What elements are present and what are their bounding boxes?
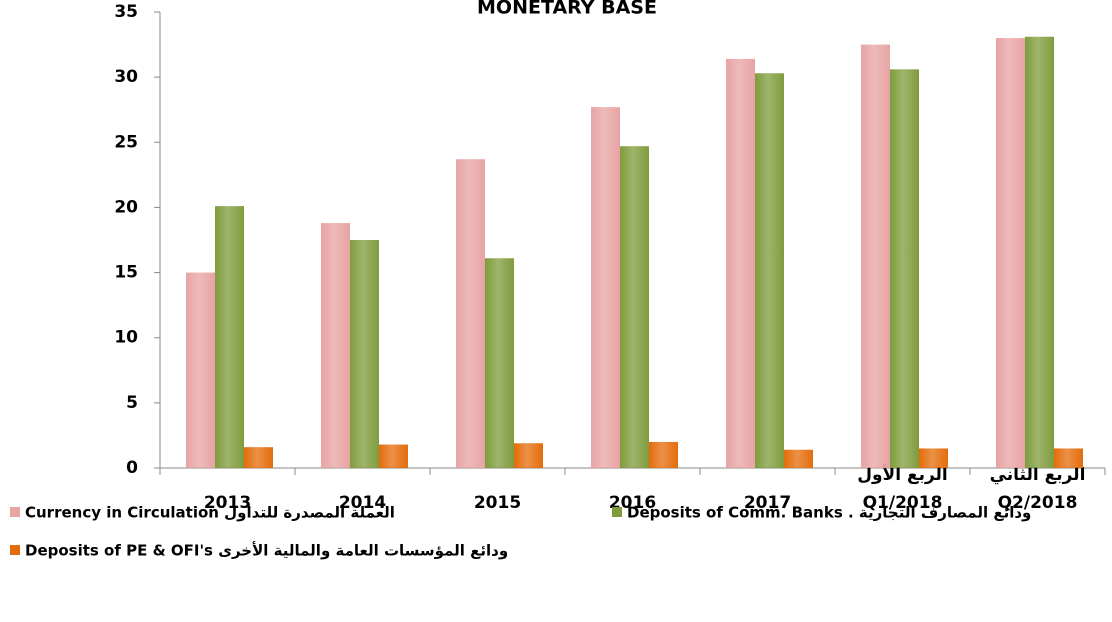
bar: [649, 441, 678, 468]
bar: [350, 240, 379, 468]
bar: [244, 447, 273, 468]
y-tick-label: 25: [114, 132, 138, 152]
x-tick-label: Q2/2018: [998, 493, 1078, 513]
x-tick-label: الربع الثاني: [990, 465, 1086, 485]
x-tick-label: الربع الأول: [857, 464, 948, 485]
legend-label: Deposits of Comm. Banks . ودائع المصارف …: [627, 504, 1031, 522]
bar: [456, 159, 485, 469]
bar: [755, 73, 784, 468]
y-tick-label: 30: [114, 67, 138, 87]
bar: [1025, 36, 1054, 469]
bar: [620, 146, 649, 469]
y-tick-label: 15: [114, 263, 138, 283]
bar: [379, 444, 408, 468]
bar: [514, 443, 543, 468]
bar: [321, 223, 350, 468]
y-tick-label: 0: [126, 458, 138, 478]
legend-swatch: [10, 545, 20, 555]
bar: [784, 449, 813, 468]
bar: [890, 69, 919, 468]
legend-label: Currency in Circulation العملة المصدرة ل…: [25, 504, 395, 522]
legend-swatch: [612, 507, 622, 517]
legend-swatch: [10, 507, 20, 517]
x-tick-label: 2017: [744, 493, 791, 513]
bar: [996, 38, 1025, 469]
y-tick-label: 10: [114, 328, 138, 348]
bar: [726, 58, 755, 468]
x-tick-label: 2014: [339, 493, 386, 513]
x-tick-label: Q1/2018: [863, 493, 943, 513]
chart-title: MONETARY BASE: [477, 0, 657, 19]
x-tick-label: 2013: [204, 493, 251, 513]
bar: [186, 272, 215, 468]
y-tick-label: 5: [126, 393, 138, 413]
legend-label: Deposits of PE & OFI's ودائع المؤسسات ال…: [25, 542, 508, 560]
bar: [485, 258, 514, 468]
y-tick-label: 35: [114, 2, 138, 22]
y-tick-label: 20: [114, 197, 138, 217]
bar: [591, 107, 620, 468]
x-tick-label: 2015: [474, 493, 521, 513]
bar: [215, 206, 244, 468]
bar: [1054, 448, 1083, 468]
bar: [919, 448, 948, 468]
bar: [861, 44, 890, 468]
